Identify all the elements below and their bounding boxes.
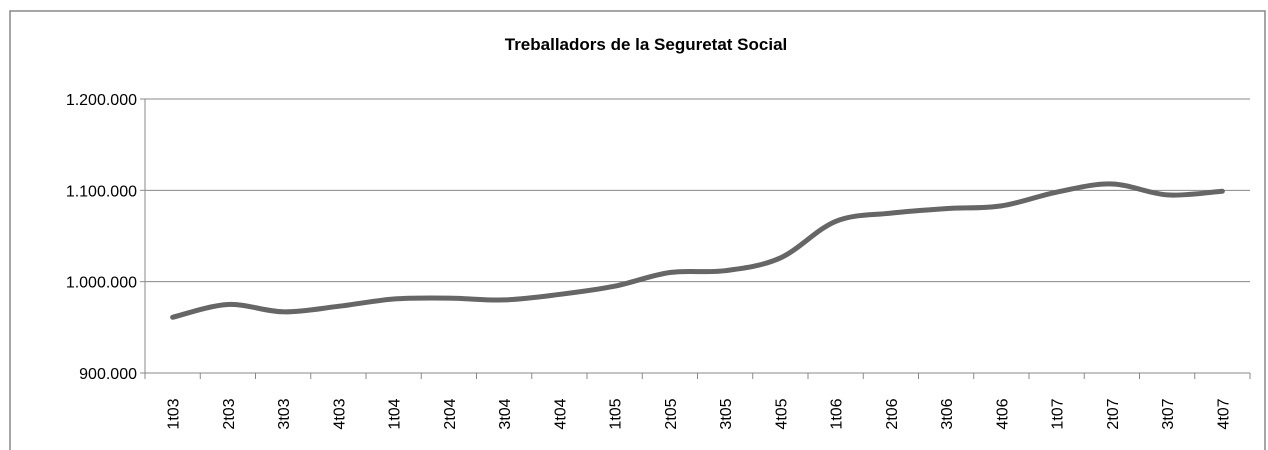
x-tick-label: 4t05 [773, 398, 790, 429]
x-tick-label: 3t06 [939, 398, 956, 429]
x-tick-label: 1t06 [829, 398, 846, 429]
x-tick-label: 4t06 [994, 398, 1011, 429]
x-tick-label: 2t04 [442, 398, 459, 429]
y-tick-label: 1.200.000 [66, 92, 137, 109]
y-tick-label: 1.100.000 [66, 183, 137, 200]
chart-title: Treballadors de la Seguretat Social [505, 35, 788, 54]
x-tick-label: 3t05 [718, 398, 735, 429]
x-tick-label: 2t07 [1105, 398, 1122, 429]
series-line [170, 181, 1225, 320]
x-tick-label: 2t03 [221, 398, 238, 429]
y-tick-label: 1.000.000 [66, 275, 137, 292]
x-tick-label: 4t07 [1215, 398, 1232, 429]
x-tick-label: 3t03 [276, 398, 293, 429]
x-tick-label: 3t07 [1160, 398, 1177, 429]
x-tick-label: 1t07 [1050, 398, 1067, 429]
x-tick-label: 3t04 [497, 398, 514, 429]
x-tick-label: 2t05 [663, 398, 680, 429]
x-tick-label: 4t04 [552, 398, 569, 429]
x-tick-label: 1t04 [387, 398, 404, 429]
x-tick-label: 4t03 [331, 398, 348, 429]
x-tick-label: 2t06 [884, 398, 901, 429]
x-tick-label: 1t05 [608, 398, 625, 429]
x-tick-label: 1t03 [166, 398, 183, 429]
y-tick-label: 900.000 [79, 366, 137, 383]
chart-frame [9, 10, 1266, 450]
